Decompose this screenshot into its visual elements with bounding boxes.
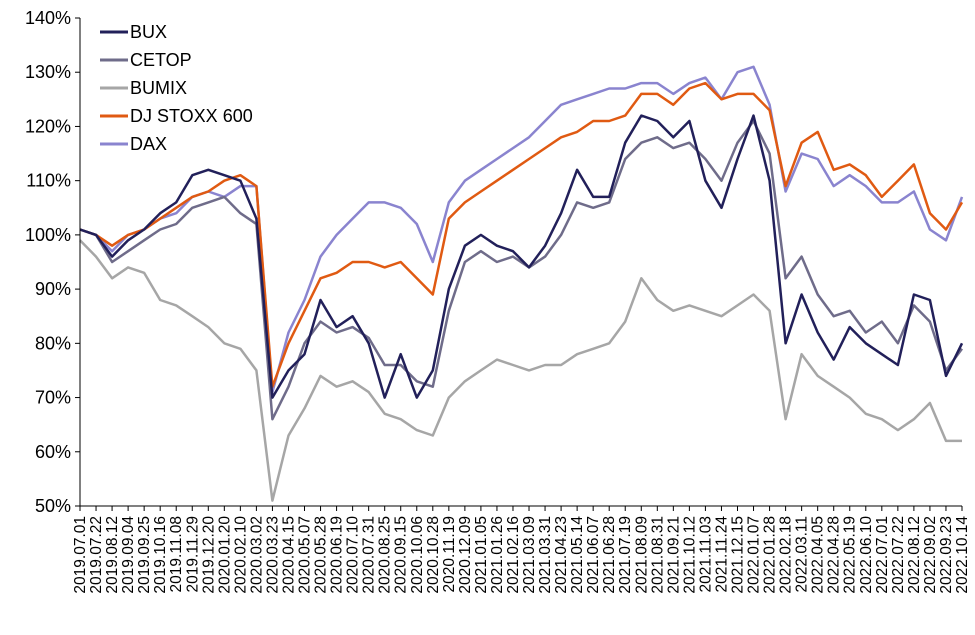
x-tick-label: 2020.02.10 (232, 516, 249, 594)
x-tick-label: 2021.06.07 (585, 516, 602, 594)
x-tick-label: 2021.05.14 (569, 516, 586, 594)
legend-label: DAX (130, 134, 167, 154)
x-tick-label: 2021.01.26 (489, 516, 506, 594)
x-tick-label: 2021.01.05 (473, 516, 490, 594)
x-tick-label: 2020.01.20 (216, 516, 233, 594)
x-tick-label: 2022.05.19 (842, 516, 859, 594)
series-line-cetop (79, 119, 964, 421)
legend: BUX CETOP BUMIX DJ STOXX 600 DAX (100, 22, 253, 154)
x-tick-label: 2019.08.12 (104, 516, 121, 594)
x-tick-label: 2022.06.10 (858, 516, 875, 594)
x-tick-label: 2019.10.16 (152, 516, 169, 594)
y-axis-ticks: 50% 60% 70% 80% 90% 100% 110% 120% 130% 140% (25, 8, 80, 516)
x-tick-label: 2022.01.07 (746, 516, 763, 594)
x-tick-label: 2020.11.19 (441, 516, 458, 592)
x-tick-label: 2020.10.06 (409, 516, 426, 594)
x-tick-label: 2020.04.15 (280, 516, 297, 594)
x-tick-label: 2020.03.02 (248, 516, 265, 594)
x-tick-label: 2020.12.09 (457, 516, 474, 594)
x-tick-label: 2019.07.01 (72, 516, 89, 594)
x-tick-label: 2021.06.28 (601, 516, 618, 594)
legend-label: CETOP (130, 50, 192, 70)
y-tick-label: 90% (35, 279, 71, 299)
legend-label: BUMIX (130, 78, 187, 98)
y-tick-label: 100% (25, 225, 71, 245)
series-line-dj-stoxx-600 (79, 81, 964, 388)
y-tick-label: 130% (25, 62, 71, 82)
x-tick-label: 2019.11.29 (184, 516, 201, 592)
x-tick-label: 2022.02.18 (778, 516, 795, 594)
x-tick-label: 2019.07.22 (88, 516, 105, 594)
x-tick-label: 2020.07.31 (361, 516, 378, 594)
x-tick-label: 2021.09.21 (665, 516, 682, 594)
x-tick-label: 2021.12.15 (729, 516, 746, 594)
x-tick-label: 2021.11.24 (713, 516, 730, 593)
series-line-bux (79, 114, 964, 399)
x-tick-label: 2020.05.07 (297, 516, 314, 594)
x-tick-label: 2019.12.20 (200, 516, 217, 594)
x-tick-label: 2020.08.25 (377, 516, 394, 594)
x-tick-label: 2022.08.12 (906, 516, 923, 594)
x-tick-label: 2022.10.14 (954, 516, 971, 594)
x-tick-label: 2020.09.15 (393, 516, 410, 594)
x-tick-label: 2020.07.10 (345, 516, 362, 594)
x-tick-label: 2021.07.19 (617, 516, 634, 594)
y-tick-label: 60% (35, 442, 71, 462)
x-tick-label: 2021.02.16 (505, 516, 522, 594)
x-tick-label: 2020.10.28 (425, 516, 442, 594)
legend-label: DJ STOXX 600 (130, 106, 253, 126)
y-tick-label: 80% (35, 333, 71, 353)
x-tick-label: 2022.04.05 (810, 516, 827, 594)
x-tick-label: 2022.07.22 (890, 516, 907, 594)
x-tick-label: 2022.01.28 (762, 516, 779, 594)
legend-label: BUX (130, 22, 167, 42)
x-tick-label: 2021.03.09 (521, 516, 538, 594)
series-line-bumix (79, 239, 962, 502)
x-tick-label: 2020.03.23 (264, 516, 281, 594)
x-tick-label: 2020.05.28 (313, 516, 330, 594)
x-tick-label: 2021.03.31 (537, 516, 554, 594)
x-tick-label: 2021.11.03 (697, 516, 714, 592)
x-tick-label: 2022.04.28 (826, 516, 843, 594)
series-lines (79, 65, 964, 502)
y-tick-label: 110% (26, 171, 71, 191)
x-tick-label: 2021.04.23 (553, 516, 570, 594)
y-tick-label: 120% (25, 116, 71, 136)
x-tick-label: 2022.09.02 (922, 516, 939, 594)
y-tick-label: 70% (35, 388, 71, 408)
x-tick-label: 2021.08.09 (633, 516, 650, 594)
x-tick-label: 2022.03.11 (794, 516, 811, 592)
x-tick-label: 2021.08.31 (649, 516, 666, 594)
x-tick-label: 2019.09.25 (136, 516, 153, 594)
x-tick-label: 2022.09.23 (938, 516, 955, 594)
x-tick-label: 2019.11.08 (168, 516, 185, 592)
x-tick-label: 2020.06.19 (329, 516, 346, 594)
x-axis-ticks: 2019.07.01 2019.07.22 2019.08.12 2019.09.04… (72, 506, 971, 594)
y-tick-label: 50% (35, 496, 71, 516)
x-tick-label: 2021.10.12 (681, 516, 698, 594)
x-tick-label: 2022.07.01 (874, 516, 891, 594)
series-line-dax (79, 65, 964, 394)
x-tick-label: 2019.09.04 (120, 516, 137, 594)
y-tick-label: 140% (25, 8, 71, 28)
